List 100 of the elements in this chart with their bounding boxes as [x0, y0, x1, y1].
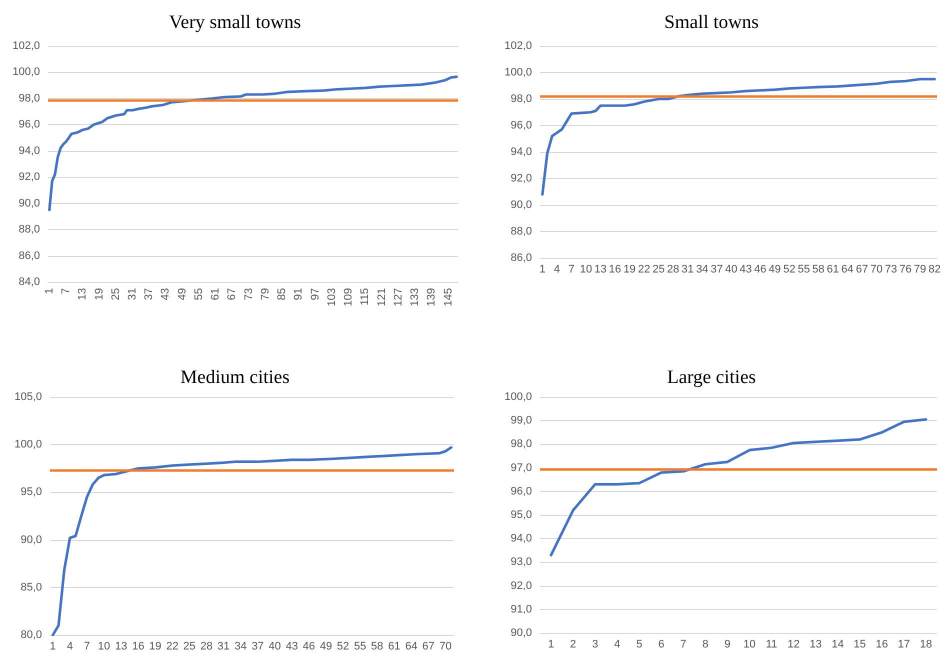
x-tick-label: 13 — [115, 640, 128, 652]
y-tick-label: 96,0 — [510, 485, 532, 498]
x-tick-label: 9 — [724, 638, 731, 650]
x-tick-label: 73 — [242, 288, 255, 300]
x-tick-label: 14 — [832, 638, 844, 650]
x-tick-label: 97 — [309, 288, 322, 300]
x-tick-label: 70 — [870, 264, 883, 276]
chart-title: Small towns — [664, 12, 759, 33]
x-tick-label: 4 — [614, 638, 620, 650]
x-tick-label: 52 — [336, 640, 350, 652]
x-tick-label: 6 — [658, 638, 664, 650]
x-tick-label: 25 — [652, 264, 665, 276]
x-tick-label: 12 — [788, 638, 800, 650]
y-tick-label: 94,0 — [510, 532, 532, 545]
line-series — [52, 446, 452, 636]
y-tick-label: 100,0 — [504, 66, 532, 78]
y-tick-label: 98,0 — [510, 438, 532, 450]
y-tick-label: 100,0 — [12, 66, 40, 78]
x-tick-label: 76 — [899, 264, 912, 276]
x-tick-label: 55 — [192, 288, 205, 300]
x-tick-label: 73 — [884, 264, 898, 276]
y-tick-label: 105,0 — [14, 391, 42, 403]
x-tick-label: 7 — [84, 640, 90, 652]
x-tick-label: 17 — [898, 638, 910, 650]
x-tick-label: 31 — [682, 264, 694, 276]
x-tick-label: 133 — [409, 288, 422, 306]
x-tick-label: 58 — [371, 640, 384, 652]
y-tick-label: 88,0 — [510, 226, 532, 238]
y-tick-label: 95,0 — [510, 509, 532, 521]
y-tick-label: 88,0 — [18, 224, 40, 236]
x-tick-label: 22 — [638, 264, 650, 276]
x-tick-label: 10 — [98, 640, 110, 652]
x-tick-label: 61 — [210, 288, 222, 300]
y-tick-label: 90,0 — [20, 534, 42, 546]
line-series — [48, 76, 458, 212]
x-tick-label: 61 — [826, 264, 840, 276]
x-tick-label: 19 — [149, 640, 162, 652]
x-tick-label: 67 — [856, 264, 868, 276]
y-tick-label: 86,0 — [18, 250, 40, 262]
chart-title: Very small towns — [169, 12, 301, 33]
x-tick-label: 43 — [160, 288, 172, 300]
x-tick-label: 115 — [359, 288, 372, 306]
y-tick-label: 102,0 — [12, 40, 40, 52]
x-tick-label: 22 — [166, 640, 178, 652]
x-tick-label: 4 — [66, 640, 73, 652]
x-tick-label: 55 — [354, 640, 366, 652]
x-tick-label: 11 — [766, 638, 778, 650]
x-tick-label: 109 — [342, 288, 355, 306]
x-tick-label: 28 — [200, 640, 213, 652]
y-tick-label: 98,0 — [510, 93, 532, 105]
x-tick-label: 40 — [725, 264, 738, 276]
x-tick-label: 16 — [608, 264, 622, 276]
x-tick-label: 127 — [392, 288, 404, 306]
x-tick-label: 43 — [286, 640, 298, 652]
y-tick-label: 85,0 — [20, 581, 42, 594]
x-tick-label: 49 — [768, 264, 781, 276]
y-tick-label: 94,0 — [510, 146, 532, 158]
x-tick-label: 8 — [702, 638, 708, 650]
x-tick-label: 31 — [217, 640, 230, 652]
y-tick-label: 90,0 — [18, 197, 40, 210]
x-tick-label: 34 — [234, 640, 247, 652]
x-tick-label: 46 — [302, 640, 316, 652]
x-tick-label: 61 — [388, 640, 400, 652]
x-tick-label: 49 — [320, 640, 332, 652]
y-tick-label: 92,0 — [510, 172, 532, 184]
y-tick-label: 84,0 — [18, 276, 40, 288]
line-series — [550, 418, 928, 556]
x-tick-label: 46 — [754, 264, 766, 276]
y-tick-label: 91,0 — [510, 603, 532, 616]
x-tick-label: 1 — [548, 638, 554, 650]
y-tick-label: 86,0 — [510, 252, 532, 264]
x-tick-label: 121 — [376, 288, 388, 306]
y-tick-label: 99,0 — [510, 414, 532, 427]
x-tick-label: 16 — [132, 640, 144, 652]
x-tick-label: 16 — [876, 638, 888, 650]
y-tick-label: 97,0 — [510, 462, 532, 474]
x-tick-label: 85 — [276, 288, 288, 300]
x-tick-label: 15 — [854, 638, 866, 650]
line-series — [541, 78, 936, 196]
x-tick-label: 1 — [50, 640, 56, 652]
x-tick-label: 43 — [740, 264, 752, 276]
x-tick-label: 64 — [841, 264, 854, 276]
x-tick-label: 10 — [743, 638, 756, 650]
x-tick-label: 18 — [920, 638, 932, 650]
x-tick-label: 4 — [554, 264, 560, 276]
x-tick-label: 13 — [594, 264, 607, 276]
x-tick-label: 37 — [252, 640, 264, 652]
x-tick-label: 70 — [439, 640, 452, 652]
y-tick-label: 96,0 — [18, 118, 40, 131]
x-tick-label: 3 — [592, 638, 598, 650]
y-tick-label: 95,0 — [20, 486, 42, 498]
x-tick-label: 52 — [783, 264, 796, 276]
y-tick-label: 90,0 — [510, 199, 532, 211]
y-tick-label: 92,0 — [18, 171, 40, 184]
x-tick-label: 58 — [812, 264, 825, 276]
x-tick-label: 13 — [810, 638, 822, 650]
x-tick-label: 19 — [93, 288, 106, 300]
x-tick-label: 91 — [292, 288, 305, 300]
x-tick-label: 37 — [143, 288, 156, 300]
y-tick-label: 92,0 — [510, 580, 532, 592]
